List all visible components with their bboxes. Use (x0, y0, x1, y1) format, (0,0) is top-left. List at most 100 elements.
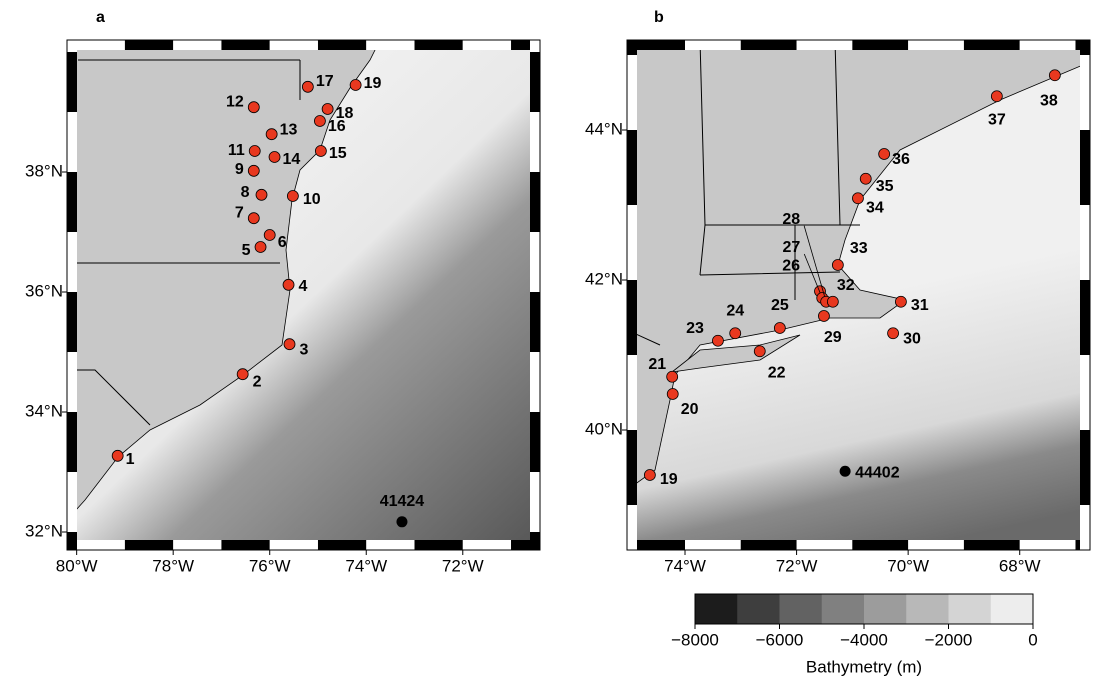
x-tick-label: 74°W (664, 556, 706, 575)
station (991, 91, 1002, 102)
station-label: 8 (241, 184, 250, 201)
station (315, 146, 326, 157)
frame (627, 430, 637, 505)
station (712, 335, 723, 346)
frame (629, 40, 685, 50)
y-tick-label: 36°N (25, 281, 63, 300)
station-label: 23 (686, 320, 704, 337)
station-label: 24 (726, 302, 744, 319)
frame (530, 172, 540, 232)
station-label: 13 (280, 121, 298, 138)
station (1049, 70, 1060, 81)
station-label: 20 (681, 401, 699, 418)
panel-label: a (96, 9, 105, 26)
x-tick-label: 72°W (776, 556, 818, 575)
frame (67, 172, 77, 232)
frame (1080, 205, 1090, 280)
colorbar-segment (949, 594, 992, 624)
buoy (840, 466, 851, 477)
colorbar-label: Bathymetry (m) (806, 657, 922, 676)
station (256, 189, 267, 200)
frame (67, 532, 77, 550)
y-tick-label: 40°N (585, 419, 623, 438)
station (248, 165, 259, 176)
frame (415, 540, 463, 550)
station-label: 1 (126, 451, 135, 468)
colorbar-segment (864, 594, 907, 624)
frame (366, 40, 414, 50)
station-label: 25 (771, 297, 789, 314)
station-label: 31 (911, 297, 929, 314)
frame (270, 540, 318, 550)
frame (627, 355, 637, 430)
station (895, 296, 906, 307)
frame (67, 292, 77, 352)
station-label: 37 (988, 111, 1006, 128)
station-label: 29 (824, 329, 842, 346)
station (322, 104, 333, 115)
station-label: 21 (648, 356, 666, 373)
frame (1080, 130, 1090, 205)
x-tick-label: 68°W (999, 556, 1041, 575)
figure: a b Bathymetry (m) 80°W78°W76°W74°W72°W3… (0, 0, 1100, 688)
station (237, 369, 248, 380)
frame (366, 540, 414, 550)
station-label: 36 (892, 151, 910, 168)
station-label: 28 (782, 211, 800, 228)
buoy (396, 516, 407, 527)
frame (270, 40, 318, 50)
x-tick-label: 76°W (249, 556, 291, 575)
frame (67, 40, 77, 52)
station-label: 11 (228, 142, 245, 159)
frame (67, 472, 77, 532)
frame (530, 232, 540, 292)
station (248, 213, 259, 224)
frame (627, 55, 637, 130)
frame (67, 112, 77, 172)
frame (908, 540, 964, 550)
station (249, 146, 260, 157)
station (644, 470, 655, 481)
y-tick-label: 34°N (25, 401, 63, 420)
station (283, 279, 294, 290)
frame (627, 40, 637, 55)
station-label: 33 (850, 240, 868, 257)
frame (1080, 40, 1090, 55)
station (774, 323, 785, 334)
station-label: 4 (299, 278, 308, 295)
frame (463, 540, 511, 550)
frame (125, 40, 173, 50)
station-label: 10 (303, 191, 321, 208)
colorbar-tick-label: −2000 (925, 630, 973, 649)
frame (1080, 55, 1090, 130)
frame (797, 540, 853, 550)
station-label: 15 (329, 145, 347, 162)
station-label: 12 (226, 93, 244, 110)
station (112, 450, 123, 461)
colorbar-segment (991, 594, 1034, 624)
station (248, 102, 259, 113)
station (284, 339, 295, 350)
frame (629, 540, 685, 550)
station (852, 193, 863, 204)
frame (67, 352, 77, 412)
frame (1080, 280, 1090, 355)
frame (173, 40, 221, 50)
station-label: 26 (782, 257, 800, 274)
station-label: 7 (235, 204, 244, 221)
x-tick-label: 72°W (442, 556, 484, 575)
frame (627, 280, 637, 355)
frame (627, 205, 637, 280)
colorbar-segment (780, 594, 823, 624)
station-label: 6 (278, 234, 287, 251)
frame (318, 540, 366, 550)
frame (852, 40, 908, 50)
station (860, 173, 871, 184)
station (266, 129, 277, 140)
frame (741, 540, 797, 550)
station-label: 30 (903, 330, 921, 347)
frame (627, 505, 637, 550)
colorbar-tick-label: −8000 (671, 630, 719, 649)
station (818, 311, 829, 322)
frame (964, 540, 1020, 550)
